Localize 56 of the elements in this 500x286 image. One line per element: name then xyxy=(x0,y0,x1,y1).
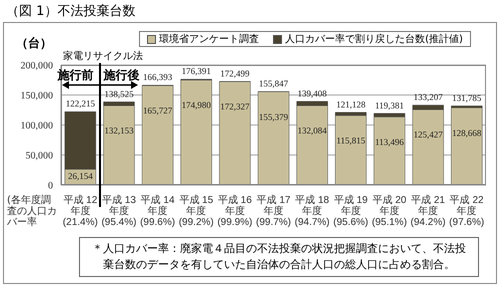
total-label: 133,207 xyxy=(413,92,444,102)
data-label: 174,980 xyxy=(182,100,212,110)
x-tick-label: 平成 22 年度 (97.6%) xyxy=(449,194,484,228)
annotation: 施行後 xyxy=(104,67,140,84)
y-tick-label: 0 xyxy=(48,180,53,192)
annotation: 施行前 xyxy=(58,67,94,84)
bar xyxy=(103,105,135,185)
data-label: 132,084 xyxy=(298,126,328,136)
total-label: 155,847 xyxy=(258,78,289,88)
text: ＊人口カバー率：廃家電４品目の不法投棄の状況把握調査において、不法投棄台数のデータを有していた自治体の合計人口の総人口に占める割合。 xyxy=(79,237,479,277)
bar xyxy=(180,80,212,185)
data-label: 113,496 xyxy=(374,136,404,147)
data-label: 155,379 xyxy=(258,112,289,122)
total-label: 138,525 xyxy=(104,88,134,99)
y-tick-label: 200,000 xyxy=(20,60,53,72)
total-label: 131,785 xyxy=(452,92,482,103)
data-label: 172,327 xyxy=(220,102,250,112)
bar xyxy=(258,92,290,185)
x-tick-label: 平成 20 年度 (95.1%) xyxy=(372,194,407,228)
x-tick-label: 平成 12 年度 (21.4%) xyxy=(62,194,98,228)
data-label: 125,427 xyxy=(413,130,444,140)
legend-label: 人口カバー率で割り戻した台数(推計値) xyxy=(284,32,463,46)
text: (各年度調査の人口カバー率 xyxy=(7,195,57,228)
x-tick-label: 平成 21 年度 (94.2%) xyxy=(410,194,446,228)
total-label: 139,408 xyxy=(298,88,328,98)
y-axis-title: （台） xyxy=(16,35,52,52)
total-label: 166,393 xyxy=(143,72,173,82)
chart-title: （図 1）不法投棄台数 xyxy=(6,3,136,20)
x-tick-label: 平成 15 年度 (99.2%) xyxy=(178,194,214,228)
bar xyxy=(219,81,251,185)
text: 家電リサイクル法 xyxy=(63,50,143,63)
data-label: 26,154 xyxy=(68,171,94,181)
total-label: 176,391 xyxy=(182,66,211,76)
data-label: 165,727 xyxy=(143,106,173,116)
data-label: 128,668 xyxy=(452,128,482,138)
x-tick-label: 平成 18 年度 (94.7%) xyxy=(294,194,330,228)
y-tick-label: 100,000 xyxy=(20,120,53,132)
total-label: 122,215 xyxy=(66,98,96,109)
x-tick-label: 平成 13 年度 (95.4%) xyxy=(101,194,136,228)
bar xyxy=(142,85,174,185)
x-tick-label: 平成 19 年度 (95.6%) xyxy=(333,194,368,228)
y-tick-label: 150,000 xyxy=(20,90,53,102)
data-label: 132,153 xyxy=(104,126,134,136)
total-label: 119,381 xyxy=(374,100,404,110)
x-tick-label: 平成 17 年度 (99.7%) xyxy=(256,194,292,228)
bar xyxy=(412,109,444,185)
total-label: 172,499 xyxy=(220,68,250,78)
x-tick-label: 平成 16 年度 (99.9%) xyxy=(217,194,252,228)
bar xyxy=(335,115,367,185)
bar xyxy=(450,108,482,185)
legend-label: 環境省アンケート調査 xyxy=(158,32,260,46)
bar xyxy=(374,116,406,185)
total-label: 121,128 xyxy=(336,99,366,110)
y-tick-label: 50,000 xyxy=(26,150,53,162)
data-label: 115,815 xyxy=(336,136,366,146)
x-tick-label: 平成 14 年度 (99.6%) xyxy=(140,194,176,228)
